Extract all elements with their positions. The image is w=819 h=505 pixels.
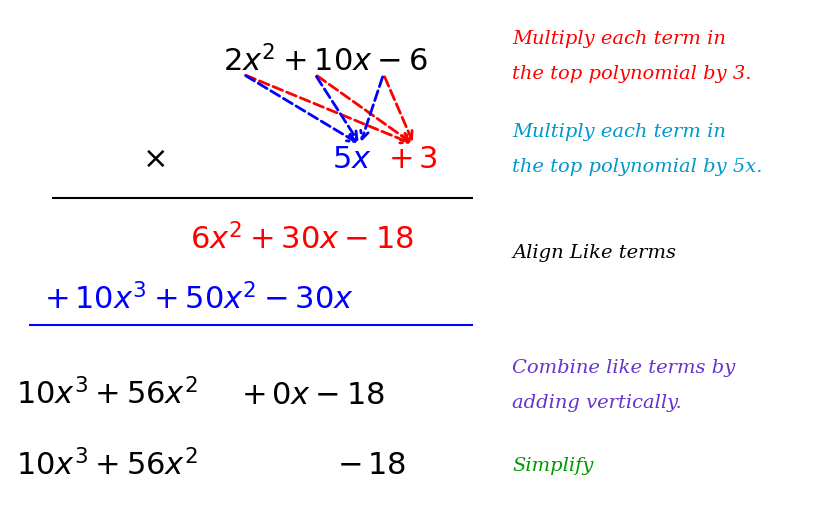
Text: $\times$: $\times$ — [142, 145, 165, 174]
Text: $+\,10x^3 + 50x^2 - 30x$: $+\,10x^3 + 50x^2 - 30x$ — [44, 284, 355, 317]
Text: $+\,0x - 18$: $+\,0x - 18$ — [242, 380, 386, 411]
Text: $-\,18$: $-\,18$ — [337, 450, 406, 481]
Text: the top polynomial by 3.: the top polynomial by 3. — [512, 65, 752, 83]
Text: $2x^2 + 10x - 6$: $2x^2 + 10x - 6$ — [223, 45, 428, 78]
Text: $10x^3 + 56x^2$: $10x^3 + 56x^2$ — [16, 379, 197, 412]
Text: $6x^2 + 30x - 18$: $6x^2 + 30x - 18$ — [190, 224, 414, 256]
Text: $+\,3$: $+\,3$ — [387, 144, 437, 175]
Text: Combine like terms by: Combine like terms by — [512, 359, 735, 377]
Text: the top polynomial by 5x.: the top polynomial by 5x. — [512, 158, 762, 176]
Text: $10x^3 + 56x^2$: $10x^3 + 56x^2$ — [16, 449, 197, 482]
Text: Multiply each term in: Multiply each term in — [512, 123, 726, 141]
Text: $5x$: $5x$ — [333, 144, 372, 175]
Text: adding vertically.: adding vertically. — [512, 394, 682, 412]
Text: Align Like terms: Align Like terms — [512, 243, 676, 262]
Text: Simplify: Simplify — [512, 457, 594, 475]
Text: Multiply each term in: Multiply each term in — [512, 30, 726, 48]
